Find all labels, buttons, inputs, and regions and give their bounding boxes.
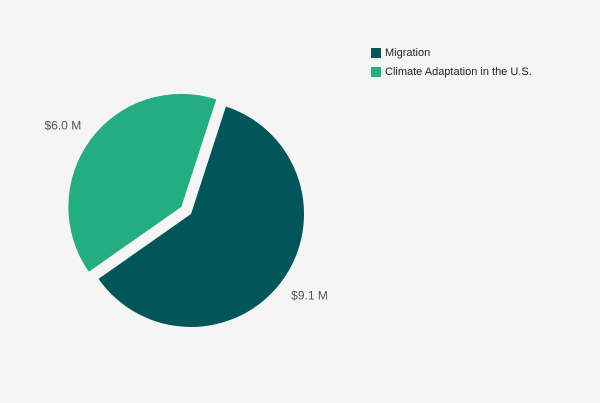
slice-value-label-migration: $9.1 M (291, 288, 328, 302)
pie-slice-climate-adaptation[interactable] (68, 93, 217, 272)
legend-item-climate-adaptation[interactable]: Climate Adaptation in the U.S. (371, 62, 532, 81)
legend-label-migration: Migration (385, 46, 431, 59)
legend-swatch-climate-adaptation (371, 66, 381, 77)
legend-swatch-migration (371, 47, 381, 58)
slice-value-label-climate-adaptation: $6.0 M (45, 118, 82, 132)
legend-label-climate-adaptation: Climate Adaptation in the U.S. (385, 65, 532, 78)
chart-legend: Migration Climate Adaptation in the U.S. (371, 43, 532, 81)
pie-slice-migration[interactable] (98, 106, 305, 328)
legend-item-migration[interactable]: Migration (371, 43, 532, 62)
